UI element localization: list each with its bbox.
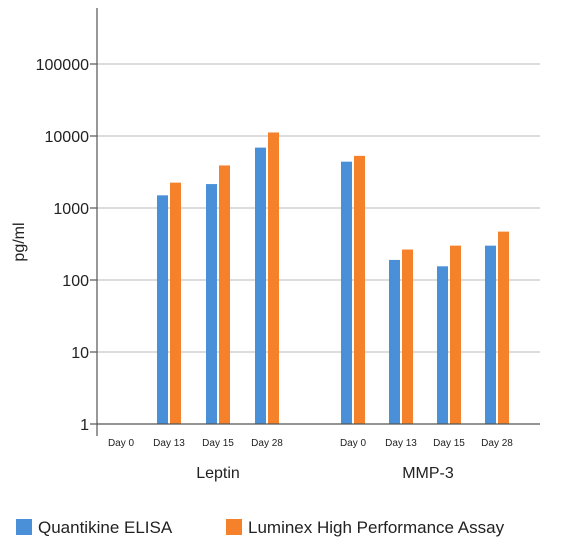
bar [170,182,181,424]
x-tick-label: Day 13 [385,438,417,449]
y-tick-label: 1 [80,417,89,434]
bar [485,245,496,424]
bar [498,231,509,424]
x-tick-label: Day 13 [153,438,185,449]
group-label: Leptin [196,465,240,482]
x-tick-labels: Day 0 Day 13 Day 15 Day 28 Day 0 Day 13 Day 15… [108,438,513,449]
y-tick-label: 100000 [36,57,89,74]
bar [219,165,230,424]
x-tick-label: Day 0 [108,438,135,449]
legend-label: Quantikine ELISA [38,518,173,537]
bar [437,266,448,424]
group-labels: Leptin MMP-3 [196,465,454,482]
bars [157,132,509,425]
y-tick-labels: 1 10 100 1000 10000 100000 [36,57,97,434]
bar [268,132,279,424]
bar [354,155,365,424]
x-tick-label: Day 0 [340,438,367,449]
bar [389,259,400,424]
bar [402,249,413,424]
y-axis-label: pg/ml [11,222,28,261]
x-tick-label: Day 28 [481,438,513,449]
bar [255,147,266,425]
bar [206,184,217,424]
y-tick-label: 1000 [53,201,89,218]
legend-swatch [226,519,242,535]
y-tick-label: 10000 [45,129,90,146]
x-tick-label: Day 15 [433,438,465,449]
bar [157,195,168,424]
legend-swatch [16,519,32,535]
bar [450,245,461,424]
legend-label: Luminex High Performance Assay [248,518,505,537]
bar [341,161,352,425]
x-tick-label: Day 28 [251,438,283,449]
x-tick-label: Day 15 [202,438,234,449]
legend: Quantikine ELISA Luminex High Performance… [16,518,505,537]
y-tick-label: 10 [71,345,89,362]
group-label: MMP-3 [402,465,454,482]
y-tick-label: 100 [62,273,89,290]
